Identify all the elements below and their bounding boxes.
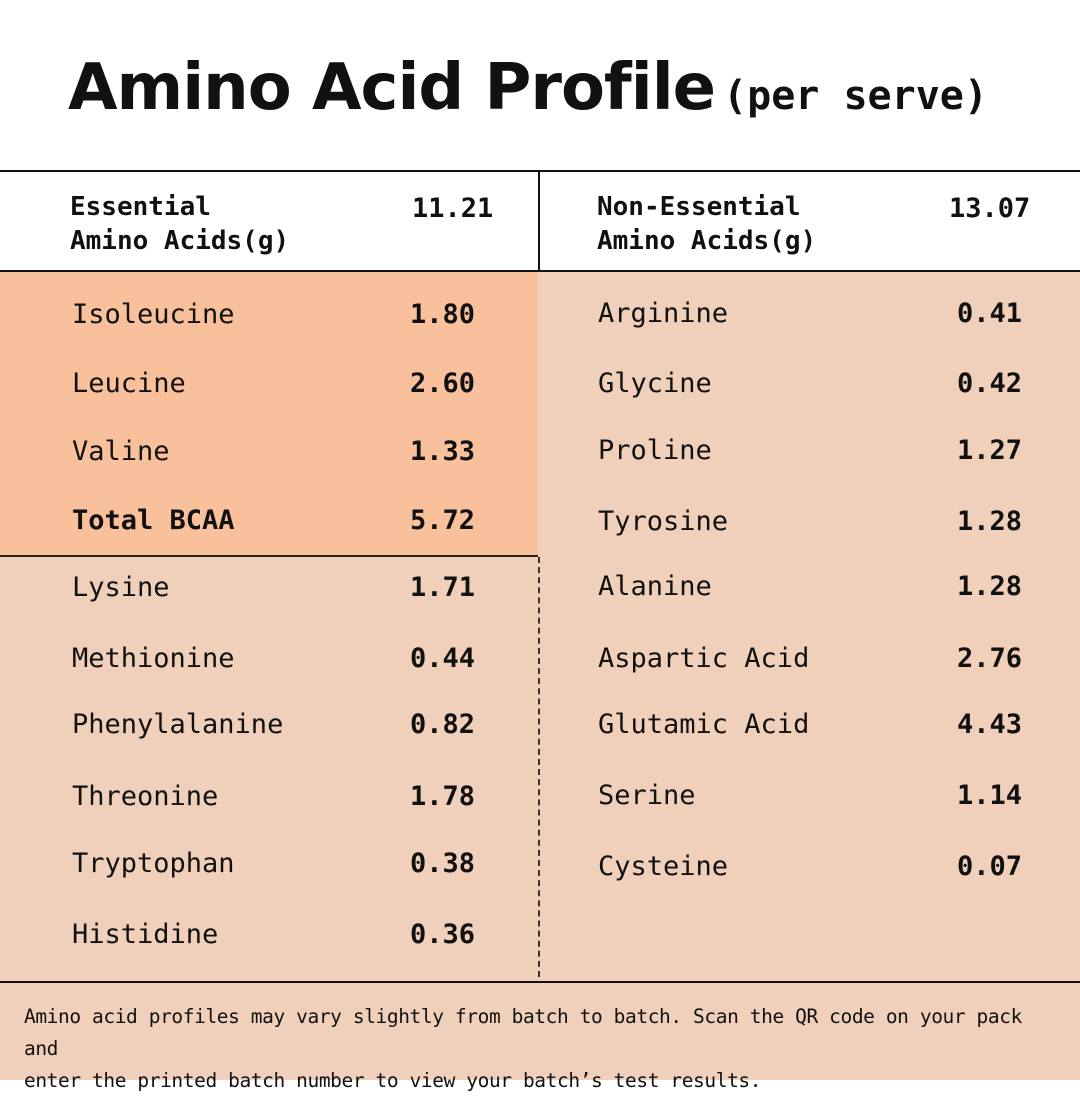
amino-acid-name: Tryptophan	[72, 848, 235, 879]
non-essential-header-label: Non-Essential Amino Acids(g)	[597, 192, 817, 256]
table-header: Essential Amino Acids(g) 11.21 Non-Essen…	[0, 170, 1080, 272]
amino-acid-name: Tyrosine	[598, 506, 729, 537]
amino-acid-value: 0.41	[957, 298, 1023, 329]
table-row: Lysine 1.71	[72, 568, 512, 608]
bcaa-highlight-block	[0, 272, 538, 557]
total-bcaa-value: 5.72	[410, 505, 476, 536]
amino-acid-name: Cysteine	[598, 851, 729, 882]
amino-acid-value: 2.76	[957, 643, 1023, 674]
amino-acid-name: Alanine	[598, 571, 712, 602]
title-area: Amino Acid Profile (per serve)	[0, 0, 1080, 170]
column-divider-dashed	[538, 557, 540, 977]
amino-acid-value: 4.43	[957, 709, 1023, 740]
table-row: Aspartic Acid 2.76	[598, 639, 1058, 679]
title-main: Amino Acid Profile	[68, 51, 716, 125]
amino-acid-value: 0.38	[410, 848, 476, 879]
amino-acid-name: Aspartic Acid	[598, 643, 810, 674]
table-row: Threonine 1.78	[72, 777, 512, 817]
amino-acid-name: Threonine	[72, 781, 219, 812]
non-essential-total: 13.07	[949, 193, 1031, 224]
amino-acid-value: 1.28	[957, 506, 1023, 537]
table-row: Histidine 0.36	[72, 915, 512, 955]
amino-acid-value: 1.27	[957, 435, 1023, 466]
amino-acid-value: 0.82	[410, 709, 476, 740]
table-row: Isoleucine 1.80	[72, 295, 512, 335]
amino-acid-name: Histidine	[72, 919, 219, 950]
amino-acid-value: 0.36	[410, 919, 476, 950]
table-row: Glutamic Acid 4.43	[598, 705, 1058, 745]
amino-acid-value: 0.44	[410, 643, 476, 674]
amino-acid-name: Lysine	[72, 572, 170, 603]
table-row: Arginine 0.41	[598, 294, 1058, 334]
amino-acid-value: 2.60	[410, 368, 476, 399]
title-subtitle: (per serve)	[723, 73, 988, 119]
total-bcaa-label: Total BCAA	[72, 505, 235, 536]
table-row: Serine 1.14	[598, 776, 1058, 816]
amino-acid-value: 1.28	[957, 571, 1023, 602]
table-row: Glycine 0.42	[598, 364, 1058, 404]
amino-acid-name: Glycine	[598, 368, 712, 399]
essential-header-label: Essential Amino Acids(g)	[70, 192, 290, 256]
amino-acid-name: Proline	[598, 435, 712, 466]
table-row: Methionine 0.44	[72, 639, 512, 679]
essential-total: 11.21	[412, 193, 494, 224]
table-row: Leucine 2.60	[72, 364, 512, 404]
footer-note: Amino acid profiles may vary slightly fr…	[0, 981, 1080, 1092]
amino-acid-value: 1.71	[410, 572, 476, 603]
amino-acid-value: 0.42	[957, 368, 1023, 399]
header-divider	[538, 172, 540, 270]
amino-acid-name: Phenylalanine	[72, 709, 284, 740]
table-row: Valine 1.33	[72, 432, 512, 472]
amino-acid-value: 1.14	[957, 780, 1023, 811]
footer-text: Amino acid profiles may vary slightly fr…	[24, 1005, 1022, 1092]
amino-acid-name: Methionine	[72, 643, 235, 674]
amino-acid-value: 1.78	[410, 781, 476, 812]
amino-acid-table: Essential Amino Acids(g) 11.21 Non-Essen…	[0, 170, 1080, 1092]
table-row: Phenylalanine 0.82	[72, 705, 512, 745]
amino-acid-value: 1.80	[410, 299, 476, 330]
table-row: Tyrosine 1.28	[598, 502, 1058, 542]
table-row: Cysteine 0.07	[598, 847, 1058, 887]
essential-header: Essential Amino Acids(g) 11.21	[0, 172, 538, 270]
non-essential-header: Non-Essential Amino Acids(g) 13.07	[540, 172, 1080, 270]
table-row: Proline 1.27	[598, 431, 1058, 471]
amino-acid-name: Isoleucine	[72, 299, 235, 330]
amino-acid-name: Arginine	[598, 298, 729, 329]
amino-acid-value: 1.33	[410, 436, 476, 467]
page-title: Amino Acid Profile (per serve)	[68, 56, 988, 120]
table-row: Alanine 1.28	[598, 567, 1058, 607]
table-row-total-bcaa: Total BCAA 5.72	[72, 501, 512, 541]
amino-acid-name: Leucine	[72, 368, 186, 399]
amino-acid-name: Valine	[72, 436, 170, 467]
amino-acid-value: 0.07	[957, 851, 1023, 882]
table-row: Tryptophan 0.38	[72, 844, 512, 884]
amino-acid-name: Serine	[598, 780, 696, 811]
amino-acid-name: Glutamic Acid	[598, 709, 810, 740]
